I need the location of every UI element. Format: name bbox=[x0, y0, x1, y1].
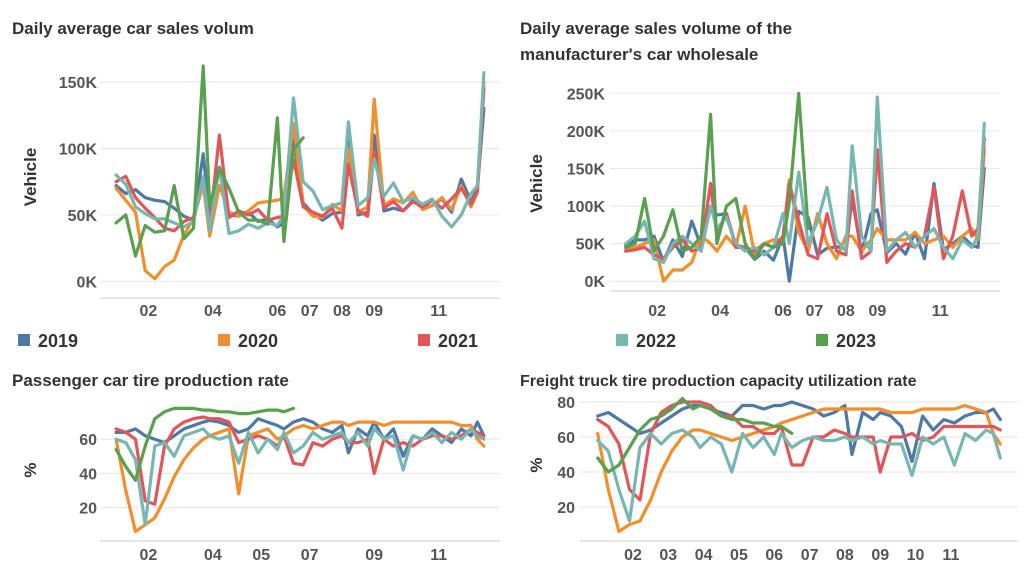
x-tick-label: 09 bbox=[365, 303, 383, 320]
x-tick-label: 07 bbox=[806, 303, 824, 320]
legend-label-2019: 2019 bbox=[38, 331, 78, 351]
chart-title: Daily average car sales volum bbox=[12, 19, 254, 38]
x-tick-label: 04 bbox=[204, 547, 222, 564]
panel-truck-tire-utilization: Freight truck tire production capacity u… bbox=[520, 373, 1018, 564]
x-tick-label: 02 bbox=[648, 303, 666, 320]
series-line-2023 bbox=[596, 396, 794, 474]
y-tick-label: 100K bbox=[567, 199, 606, 216]
legend-swatch-2022 bbox=[616, 334, 628, 346]
x-tick-label: 02 bbox=[139, 547, 157, 564]
y-axis-label: Vehicle bbox=[527, 154, 546, 213]
legend-label-2023: 2023 bbox=[836, 331, 876, 351]
y-tick-label: 150K bbox=[59, 75, 98, 92]
x-tick-label: 11 bbox=[942, 547, 959, 564]
legend-swatch-2020 bbox=[218, 334, 230, 346]
series-line-2019 bbox=[596, 400, 1002, 464]
x-tick-label: 09 bbox=[365, 547, 383, 564]
y-tick-label: 50K bbox=[68, 208, 98, 225]
chart-title: Daily average sales volume of the manufac… bbox=[520, 19, 792, 64]
x-tick-label: 07 bbox=[301, 547, 319, 564]
panel-daily-car-sales: Daily average car sales volum 0K 50K 100K 15… bbox=[12, 19, 500, 320]
x-tick-label: 09 bbox=[868, 303, 886, 320]
y-tick-label: 20 bbox=[557, 500, 575, 517]
panel-wholesale-sales: Daily average sales volume of the manufac… bbox=[520, 19, 1000, 320]
series-line-2022 bbox=[114, 427, 486, 527]
x-tick-label: 04 bbox=[204, 303, 222, 320]
x-tick-label: 10 bbox=[907, 547, 925, 564]
y-tick-label: 200K bbox=[567, 124, 606, 141]
chart-title-line: manufacturer's car wholesale bbox=[520, 45, 758, 64]
legend-swatch-2021 bbox=[418, 334, 430, 346]
x-tick-label: 08 bbox=[837, 303, 855, 320]
series-line-2022 bbox=[114, 70, 486, 236]
series-line-2020 bbox=[596, 403, 1002, 534]
x-tick-label: 06 bbox=[765, 547, 783, 564]
x-tick-label: 11 bbox=[430, 303, 447, 320]
y-tick-label: 100K bbox=[59, 141, 98, 158]
y-tick-label: 50K bbox=[576, 237, 606, 254]
x-tick-label: 08 bbox=[333, 303, 351, 320]
y-tick-label: 250K bbox=[567, 86, 606, 103]
y-tick-label: 60 bbox=[79, 432, 97, 449]
x-tick-label: 11 bbox=[430, 547, 447, 564]
legend-swatch-2019 bbox=[18, 334, 30, 346]
y-axis-label: Vehicle bbox=[21, 148, 40, 207]
x-tick-label: 07 bbox=[801, 547, 819, 564]
x-tick-label: 05 bbox=[730, 547, 748, 564]
legend-label-2022: 2022 bbox=[636, 331, 676, 351]
y-tick-label: 60 bbox=[557, 430, 575, 447]
x-tick-label: 08 bbox=[836, 547, 854, 564]
x-tick-label: 07 bbox=[301, 303, 319, 320]
series-line-2022 bbox=[596, 428, 1002, 523]
x-tick-label: 06 bbox=[269, 303, 287, 320]
series-line-2022 bbox=[624, 95, 986, 264]
legend-swatch-2023 bbox=[816, 334, 828, 346]
x-tick-label: 09 bbox=[871, 547, 889, 564]
series-line-2023 bbox=[114, 406, 296, 482]
chart-title-line: Daily average sales volume of the bbox=[520, 19, 792, 38]
x-tick-label: 03 bbox=[659, 547, 677, 564]
legend-label-2020: 2020 bbox=[238, 331, 278, 351]
x-tick-label: 02 bbox=[624, 547, 642, 564]
legend-label-2021: 2021 bbox=[438, 331, 478, 351]
y-tick-label: 40 bbox=[557, 465, 575, 482]
series-line-2023 bbox=[624, 91, 810, 261]
series-line-2021 bbox=[596, 400, 1002, 502]
x-tick-label: 04 bbox=[711, 303, 729, 320]
y-tick-label: 0K bbox=[77, 274, 98, 291]
x-tick-label: 02 bbox=[139, 303, 157, 320]
y-axis-label: % bbox=[527, 457, 546, 472]
y-tick-label: 80 bbox=[557, 395, 575, 412]
x-tick-label: 04 bbox=[695, 547, 713, 564]
x-tick-label: 11 bbox=[932, 303, 949, 320]
series-line-2021 bbox=[114, 415, 486, 506]
series-line-2020 bbox=[114, 420, 486, 534]
series-line-2020 bbox=[114, 80, 486, 281]
chart-title: Passenger car tire production rate bbox=[12, 371, 289, 390]
series-line-2023 bbox=[114, 64, 305, 258]
panel-passenger-tire-rate: Passenger car tire production rate 20 40 60… bbox=[12, 371, 500, 564]
x-tick-label: 06 bbox=[774, 303, 792, 320]
y-axis-label: % bbox=[21, 462, 40, 477]
y-tick-label: 20 bbox=[79, 501, 97, 518]
chart-title: Freight truck tire production capacity u… bbox=[520, 373, 917, 390]
y-tick-label: 0K bbox=[585, 274, 606, 291]
y-tick-label: 150K bbox=[567, 161, 606, 178]
x-tick-label: 05 bbox=[252, 547, 270, 564]
y-tick-label: 40 bbox=[79, 466, 97, 483]
legend: 2019 2020 2021 2022 2023 bbox=[18, 331, 876, 351]
